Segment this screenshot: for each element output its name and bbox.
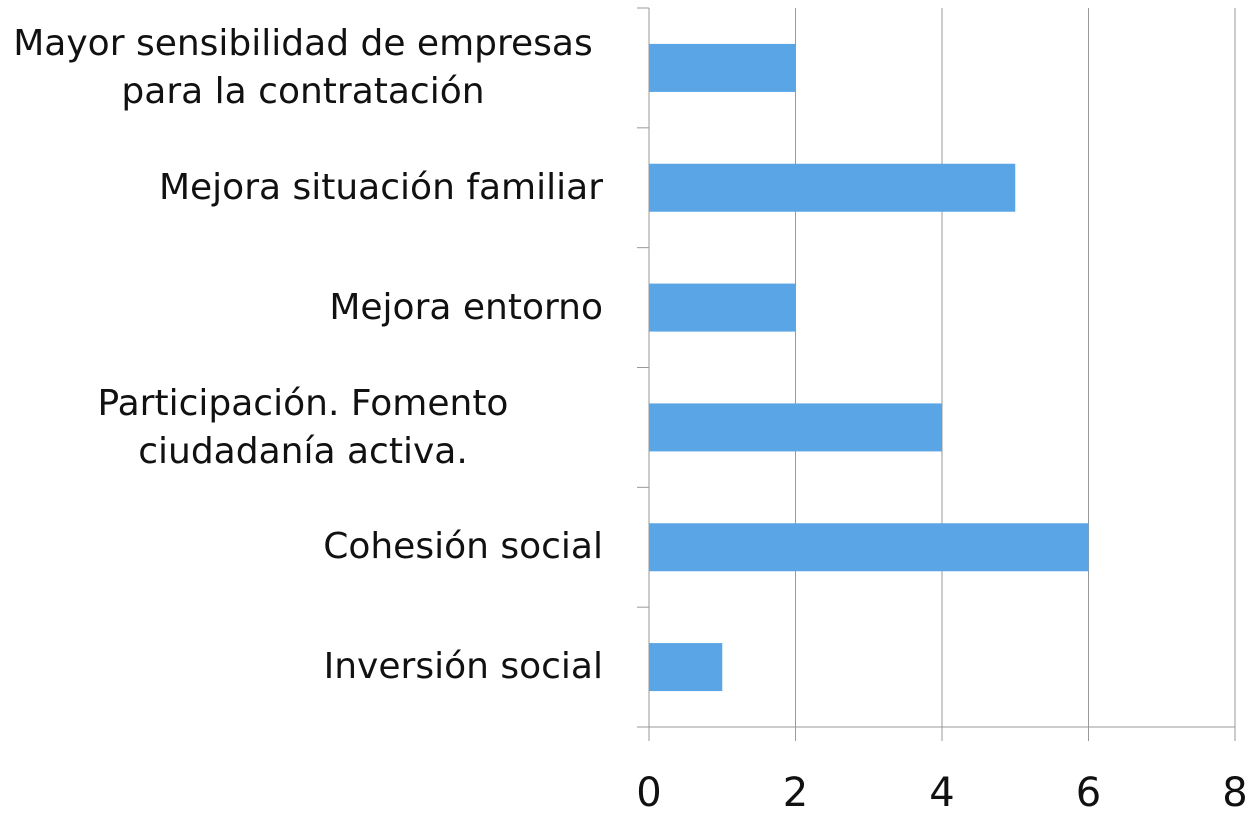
- x-tick-label: 6: [1076, 770, 1101, 815]
- bar: [649, 643, 723, 692]
- category-label-box: Inversión social: [3, 607, 603, 727]
- category-label-wrap: Participación. Fomento ciudadanía activa…: [3, 368, 603, 488]
- category-label: Cohesión social: [323, 526, 603, 568]
- bar: [649, 403, 942, 452]
- bar: [649, 283, 796, 332]
- category-label: Mejora entorno: [329, 286, 603, 328]
- category-label-box: Participación. Fomento ciudadanía activa…: [3, 368, 603, 488]
- category-label-box: Cohesión social: [3, 487, 603, 607]
- category-label-box: Mayor sensibilidad de empresas para la c…: [3, 8, 603, 128]
- x-tick-label: 4: [929, 770, 954, 815]
- category-label-wrap: Mejora entorno: [3, 248, 603, 368]
- category-label-wrap: Inversión social: [3, 607, 603, 727]
- category-label-wrap: Cohesión social: [3, 487, 603, 607]
- x-tick-label: 8: [1222, 770, 1247, 815]
- category-label: Mayor sensibilidad de empresas para la c…: [13, 23, 593, 112]
- x-tick-label: 0: [636, 770, 661, 815]
- category-label: Participación. Fomento ciudadanía activa…: [97, 382, 509, 472]
- category-label-wrap: Mayor sensibilidad de empresas para la c…: [3, 8, 603, 128]
- bar: [649, 163, 1016, 212]
- category-label: Mejora situación familiar: [158, 166, 603, 208]
- bar: [649, 523, 1089, 572]
- category-label-wrap: Mejora situación familiar: [3, 128, 603, 248]
- category-label-box: Mejora situación familiar: [3, 128, 603, 248]
- x-tick-label: 2: [783, 770, 808, 815]
- category-label: Inversión social: [323, 646, 603, 688]
- bar: [649, 43, 796, 92]
- category-label-box: Mejora entorno: [3, 248, 603, 368]
